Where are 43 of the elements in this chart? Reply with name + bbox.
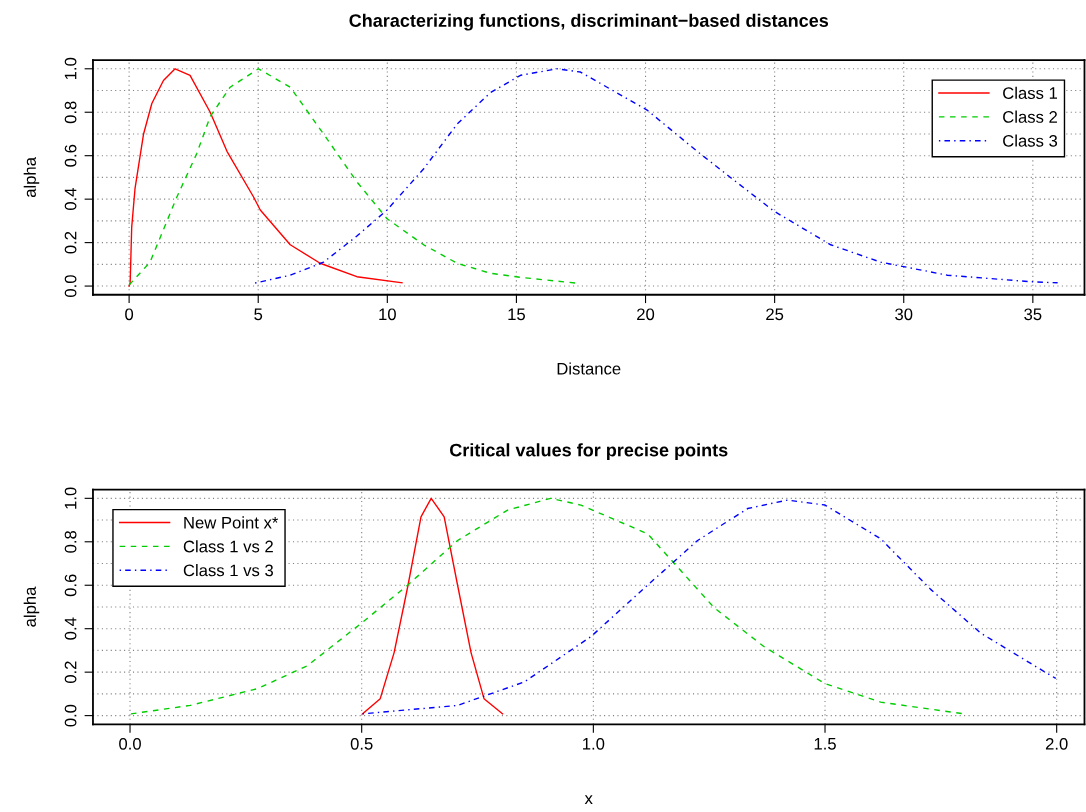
line-series <box>128 68 403 287</box>
x-tick-label: 2.0 <box>1045 737 1068 750</box>
legend-label: Class 1 vs 3 <box>183 564 273 577</box>
legend-label: Class 3 <box>1003 134 1058 147</box>
y-tick-label: 0.2 <box>64 661 77 684</box>
legend-label: Class 1 <box>1003 86 1057 99</box>
y-tick-label: 0.0 <box>64 704 77 727</box>
x-tick-label: 0.5 <box>350 737 373 750</box>
y-tick-label: 0.6 <box>64 574 77 597</box>
x-tick-label: 1.0 <box>583 737 605 750</box>
x-tick-label: 5 <box>254 308 263 321</box>
legend-label: Class 1 vs 2 <box>183 540 273 553</box>
x-tick-label: 10 <box>379 308 396 321</box>
chart-title: Characterizing functions, discriminant−based distances <box>349 13 829 31</box>
y-tick-label: 0.2 <box>64 231 77 254</box>
y-tick-label: 0.8 <box>64 530 77 553</box>
line-series <box>130 497 965 715</box>
line-series <box>361 499 1057 715</box>
x-axis-title: x <box>584 795 593 804</box>
y-axis-title: alpha <box>23 586 40 627</box>
x-tick-label: 25 <box>766 308 784 321</box>
y-tick-label: 0.4 <box>64 617 77 640</box>
y-tick-label: 1.0 <box>64 487 77 509</box>
line-series <box>361 497 504 715</box>
x-axis-title: Distance <box>557 362 621 375</box>
x-tick-label: 0 <box>125 308 134 321</box>
line-series <box>254 68 1059 284</box>
x-tick-label: 30 <box>895 308 913 321</box>
y-tick-label: 0.6 <box>64 144 77 167</box>
y-tick-label: 0.0 <box>64 275 77 297</box>
y-tick-label: 0.8 <box>64 101 77 124</box>
x-tick-label: 0.0 <box>119 737 141 750</box>
line-series <box>128 68 577 286</box>
y-tick-label: 1.0 <box>64 57 77 80</box>
x-tick-label: 20 <box>637 308 655 321</box>
x-tick-label: 35 <box>1024 308 1042 321</box>
x-tick-label: 15 <box>508 308 525 321</box>
y-axis-title: alpha <box>23 157 40 198</box>
y-tick-label: 0.4 <box>64 188 77 211</box>
legend-label: New Point x* <box>184 516 279 529</box>
chart-title: Critical values for precise points <box>450 443 728 461</box>
legend-label: Class 2 <box>1003 110 1057 123</box>
x-tick-label: 1.5 <box>814 738 836 750</box>
